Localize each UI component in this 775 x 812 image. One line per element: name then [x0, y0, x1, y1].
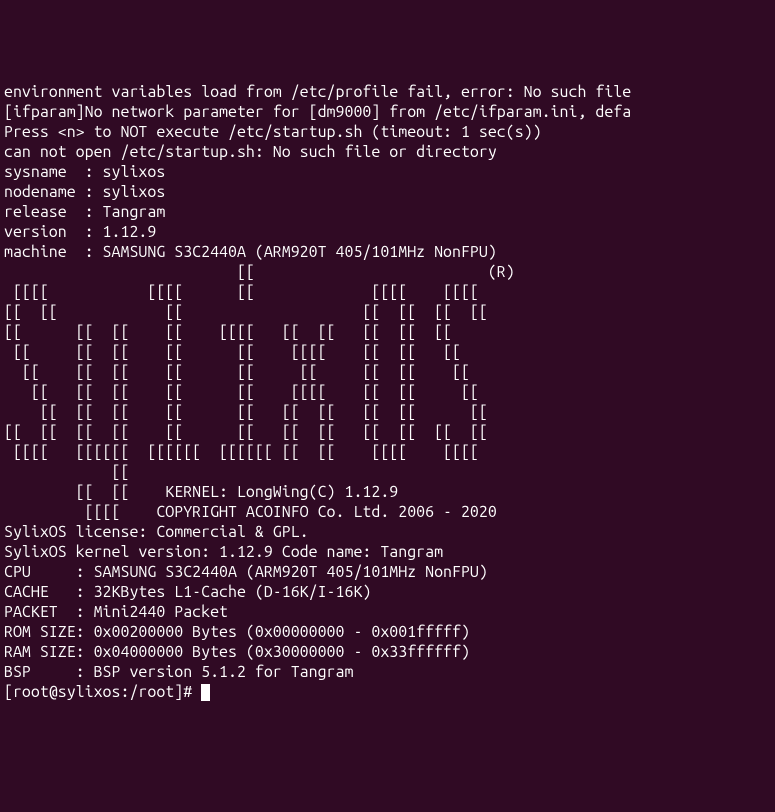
cursor-icon: [201, 684, 210, 701]
ascii-art-line-5: [[ [[ [[ [[ [[ [[ [[ [[ [[: [4, 362, 771, 382]
ascii-art-line-1: [[[[ [[[[ [[ [[[[ [[[[: [4, 282, 771, 302]
boot-message-0: environment variables load from /etc/pro…: [4, 82, 771, 102]
ascii-art-line-0: [[ (R): [4, 262, 771, 282]
boot-message-1: [ifparam]No network parameter for [dm900…: [4, 102, 771, 122]
ascii-art-line-12: [[[[ COPYRIGHT ACOINFO Co. Ltd. 2006 - 2…: [4, 502, 771, 522]
version-line: version : 1.12.9: [4, 222, 771, 242]
boot-message-3: can not open /etc/startup.sh: No such fi…: [4, 142, 771, 162]
ascii-art-line-6: [[ [[ [[ [[ [[ [[[[ [[ [[ [[: [4, 382, 771, 402]
boot-message-2: Press <n> to NOT execute /etc/startup.sh…: [4, 122, 771, 142]
ram-line: RAM SIZE: 0x04000000 Bytes (0x30000000 -…: [4, 642, 771, 662]
ascii-art-line-8: [[ [[ [[ [[ [[ [[ [[ [[ [[ [[ [[ [[: [4, 422, 771, 442]
license-line-0: SylixOS license: Commercial & GPL.: [4, 522, 771, 542]
cpu-line: CPU : SAMSUNG S3C2440A (ARM920T 405/101M…: [4, 562, 771, 582]
ascii-art-line-4: [[ [[ [[ [[ [[ [[[[ [[ [[ [[: [4, 342, 771, 362]
ascii-art-line-10: [[: [4, 462, 771, 482]
bsp-line: BSP : BSP version 5.1.2 for Tangram: [4, 662, 771, 682]
ascii-art-line-9: [[[[ [[[[[[ [[[[[[ [[[[[[ [[ [[ [[[[ [[[…: [4, 442, 771, 462]
cache-line: CACHE : 32KBytes L1-Cache (D-16K/I-16K): [4, 582, 771, 602]
terminal-output: environment variables load from /etc/pro…: [4, 82, 771, 702]
rom-line: ROM SIZE: 0x00200000 Bytes (0x00000000 -…: [4, 622, 771, 642]
ascii-art-line-2: [[ [[ [[ [[ [[ [[ [[: [4, 302, 771, 322]
license-line-1: SylixOS kernel version: 1.12.9 Code name…: [4, 542, 771, 562]
ascii-art-line-7: [[ [[ [[ [[ [[ [[ [[ [[ [[ [[: [4, 402, 771, 422]
ascii-art-line-3: [[ [[ [[ [[ [[[[ [[ [[ [[ [[ [[: [4, 322, 771, 342]
nodename-line: nodename : sylixos: [4, 182, 771, 202]
release-line: release : Tangram: [4, 202, 771, 222]
machine-line: machine : SAMSUNG S3C2440A (ARM920T 405/…: [4, 242, 771, 262]
sysname-line: sysname : sylixos: [4, 162, 771, 182]
ascii-art-line-11: [[ [[ KERNEL: LongWing(C) 1.12.9: [4, 482, 771, 502]
packet-line: PACKET : Mini2440 Packet: [4, 602, 771, 622]
shell-prompt-line[interactable]: [root@sylixos:/root]#: [4, 682, 771, 702]
shell-prompt: [root@sylixos:/root]#: [4, 683, 201, 701]
